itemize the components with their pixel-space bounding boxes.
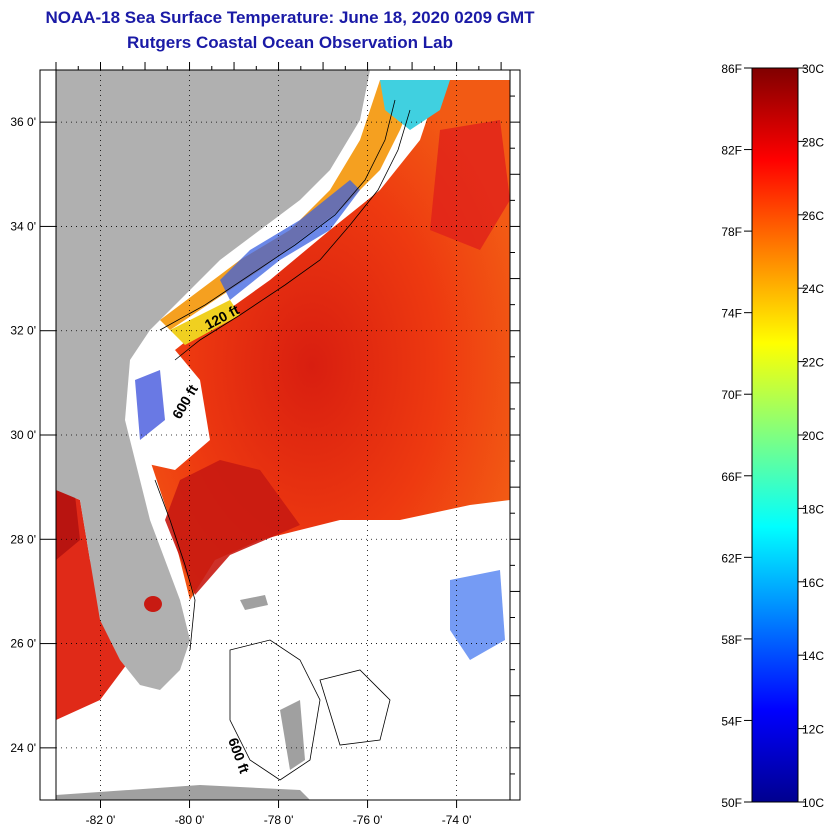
sea-surface-warmer — [165, 460, 300, 595]
lat-tick-label: 30 0' — [10, 428, 36, 442]
colorbar-c-label: 16C — [802, 576, 824, 590]
colorbar-labels: 86F 82F 78F 74F 70F 66F 62F 58F 54F 50F 30C 28C 26C 2… — [721, 62, 824, 810]
contour-600ft — [174, 109, 411, 361]
lake-okeechobee — [144, 596, 162, 612]
colorbar-f-label: 86F — [721, 62, 742, 76]
sea-surface-hot-east — [430, 120, 510, 250]
colorbar-c-label: 20C — [802, 429, 824, 443]
map-ticks: -82 0' -80 0' -78 0' -76 0' -74 0' 36 0' 34 0'… — [10, 62, 520, 827]
gulf-deep — [56, 490, 80, 560]
lat-tick-label: 26 0' — [10, 637, 36, 651]
contour-florida-shelf — [154, 479, 196, 651]
colorbar-c-label: 26C — [802, 209, 824, 223]
lon-tick-label: -78 0' — [264, 813, 294, 827]
colorbar-f-label: 54F — [721, 714, 742, 728]
colorbar-c-label: 22C — [802, 356, 824, 370]
contour-120ft — [159, 99, 396, 331]
land-bahamas — [280, 700, 305, 770]
colorbar-f-label: 82F — [721, 144, 742, 158]
land-cuba — [56, 785, 310, 800]
land-us-southeast — [56, 70, 370, 690]
map-subtitle: Rutgers Coastal Ocean Observation Lab — [127, 33, 453, 52]
shelf-yellow — [170, 300, 240, 345]
colorbar-f-label: 50F — [721, 796, 742, 810]
colorbar-c-label: 14C — [802, 649, 824, 663]
land-grand-bahama — [240, 595, 268, 610]
cloud-coastal-blue — [135, 370, 165, 440]
lat-tick-label: 28 0' — [10, 532, 36, 546]
colorbar-c-label: 12C — [802, 723, 824, 737]
colorbar-c-label: 18C — [802, 502, 824, 516]
lat-tick-label: 32 0' — [10, 324, 36, 338]
lat-tick-label: 34 0' — [10, 219, 36, 233]
map-grid — [56, 70, 510, 800]
colorbar-c-label: 30C — [802, 62, 824, 76]
shelf-cyan-north — [380, 80, 450, 130]
map-title: NOAA-18 Sea Surface Temperature: June 18… — [45, 8, 535, 27]
contour-bahamas-2 — [319, 669, 391, 746]
colorbar-f-label: 66F — [721, 470, 742, 484]
cool-patch-se — [450, 570, 505, 660]
colorbar-c-label: 10C — [802, 796, 824, 810]
lon-tick-label: -74 0' — [442, 813, 472, 827]
colorbar-f-label: 62F — [721, 551, 742, 565]
colorbar-c-label: 28C — [802, 135, 824, 149]
lon-tick-label: -82 0' — [86, 813, 116, 827]
colorbar — [751, 67, 799, 803]
lat-tick-label: 24 0' — [10, 741, 36, 755]
contour-bahamas — [229, 639, 321, 781]
colorbar-f-label: 74F — [721, 307, 742, 321]
lon-tick-label: -76 0' — [353, 813, 383, 827]
colorbar-f-label: 78F — [721, 225, 742, 239]
lon-tick-label: -80 0' — [175, 813, 205, 827]
colorbar-f-label: 70F — [721, 388, 742, 402]
colorbar-f-label: 58F — [721, 633, 742, 647]
shelf-cool — [220, 180, 360, 300]
gulf-water — [56, 490, 130, 720]
map-field: 120 ft 600 ft 600 ft — [56, 70, 510, 800]
colorbar-c-label: 24C — [802, 282, 824, 296]
lat-tick-label: 36 0' — [10, 115, 36, 129]
